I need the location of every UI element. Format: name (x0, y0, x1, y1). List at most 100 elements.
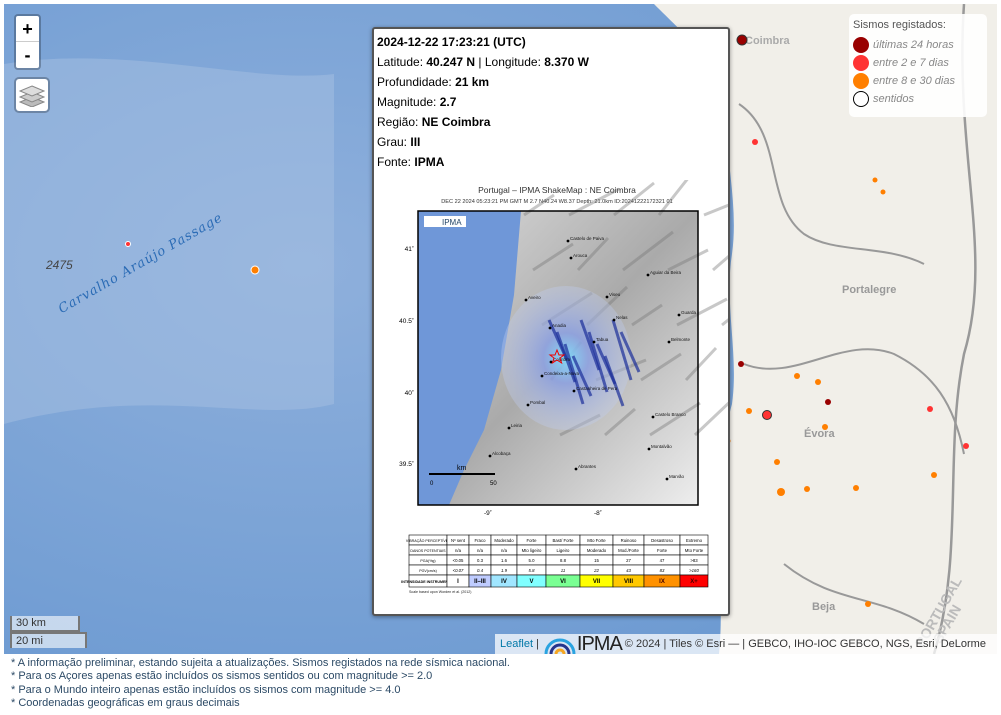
earthquake-marker[interactable] (794, 373, 800, 379)
earthquake-marker[interactable] (927, 406, 933, 412)
earthquake-marker[interactable] (822, 424, 828, 430)
legend-item-24h: últimas 24 horas (853, 36, 983, 54)
city-label: Tabua (596, 337, 609, 342)
relief-ridge (631, 303, 663, 327)
lat-tick-label: 41˚ (405, 245, 414, 253)
lat-tick-label: 40.5˚ (399, 317, 414, 325)
earthquake-marker[interactable] (125, 241, 131, 247)
table-cell-text: 43 (626, 568, 631, 573)
earthquake-marker[interactable] (880, 189, 886, 195)
earthquake-marker[interactable] (762, 410, 772, 420)
earthquake-marker[interactable] (853, 485, 859, 491)
relief-ridge (649, 401, 701, 437)
shakemap-logo: IPMA (442, 218, 462, 227)
note: * Coordenadas geográficas em graus decim… (11, 696, 240, 709)
relief-ridge (613, 181, 655, 217)
legend-circle-icon (853, 91, 869, 107)
layers-button[interactable] (14, 77, 50, 113)
table-cell-text: DANOS POTENTIAIS (410, 549, 446, 553)
intensity-streak (587, 331, 609, 393)
zoom-out-button[interactable]: - (24, 45, 31, 65)
relief-ridge (667, 248, 709, 272)
earthquake-marker[interactable] (752, 139, 758, 145)
city-label-coimbra: Coimbra (745, 35, 790, 47)
table-cell-text: >160 (689, 568, 699, 573)
table-cell-text: 83 (660, 568, 665, 573)
city-label: Arouca (573, 253, 588, 258)
earthquake-marker[interactable] (774, 459, 780, 465)
earthquake-marker[interactable] (738, 361, 744, 367)
city-label: Aguiar da Beira (650, 270, 682, 275)
earthquake-marker[interactable] (825, 399, 831, 405)
earthquake-marker[interactable] (250, 265, 260, 275)
table-cell-text: 5.8 (529, 568, 536, 573)
lon-tick-label: -8˚ (594, 509, 602, 517)
popup-depth: Profundidade: 21 km (377, 75, 490, 89)
relief-ridge (712, 255, 728, 272)
popup-source: Fonte: IPMA (377, 155, 445, 169)
earthquake-marker[interactable] (777, 488, 785, 496)
epicenter-star-icon (548, 348, 566, 365)
attribution: Leaflet | IPMA © 2024 | Tiles © Esri — |… (495, 632, 997, 655)
city-dot (566, 239, 570, 243)
relief-ridge (640, 352, 682, 382)
legend-dot-icon (853, 73, 869, 89)
scale-zero: 0 (430, 481, 434, 487)
city-dot (526, 403, 530, 407)
table-cell-text: VIII (624, 579, 633, 585)
table-cell-text: 11 (561, 568, 566, 573)
city-dot (605, 295, 609, 299)
table-cell (679, 574, 709, 588)
table-cell-text: Moderado (587, 548, 607, 553)
intensity-streak (563, 343, 585, 405)
earthquake-marker[interactable] (872, 177, 878, 183)
city-dot (592, 340, 596, 344)
city-label: Condeixa-a-Nova (544, 371, 580, 376)
earthquake-marker[interactable] (746, 408, 752, 414)
lat-tick-label: 40˚ (405, 389, 414, 397)
popup-grade: Grau: III (377, 135, 421, 149)
layers-icon (19, 85, 45, 107)
relief-ridge (693, 401, 728, 437)
city-label: Castelo Branco (655, 412, 686, 417)
city-label-portalegre: Portalegre (842, 284, 897, 296)
table-cell-text: PGV(cm/s) (419, 569, 437, 573)
earthquake-marker[interactable] (736, 34, 748, 46)
earthquake-marker[interactable] (963, 443, 969, 449)
earthquake-marker[interactable] (931, 472, 937, 478)
note: * Para os Açores apenas estão incluídos … (11, 670, 433, 683)
city-dot (647, 447, 651, 451)
intensity-streak (619, 331, 641, 373)
zoom-in-button[interactable]: + (16, 16, 39, 42)
table-cell-text: 22 (593, 568, 599, 573)
table-cell-text: PGA(%g) (420, 559, 435, 563)
relief-ridge (684, 346, 718, 382)
depth-label: 2475 (46, 258, 73, 272)
ipma-logo-text: IPMA (576, 632, 623, 655)
intensity-streak (555, 331, 577, 383)
shakemap-sea (418, 211, 521, 505)
earthquake-marker[interactable] (815, 379, 821, 385)
intensity-streak (579, 319, 601, 371)
scale-metric: 30 km (10, 616, 80, 632)
footer-notes: * A informação preliminar, estando sujei… (11, 657, 510, 710)
table-cell-text: V (529, 579, 533, 585)
popup-datetime: 2024-12-22 17:23:21 (UTC) (377, 35, 526, 49)
table-cell-text: Extremo (686, 538, 703, 543)
relief-ridge (676, 297, 728, 327)
popup-magnitude: Magnitude: 2.7 (377, 95, 457, 109)
earthquake-marker[interactable] (804, 486, 810, 492)
city-label: Belmonte (671, 337, 691, 342)
city-dot (540, 374, 544, 378)
leaflet-link[interactable]: Leaflet (500, 638, 534, 650)
earthquake-marker[interactable] (865, 601, 871, 607)
table-cell-text: 1.9 (501, 568, 508, 573)
table-cell-text: n/a (501, 548, 508, 553)
relief-ridge (532, 242, 574, 272)
city-dot (574, 467, 578, 471)
table-cell-text: 1.6 (501, 558, 508, 563)
table-cell-text: 5.0 (529, 558, 536, 563)
legend-title: Sismos registados: (853, 19, 946, 31)
intensity-streak (603, 355, 625, 407)
shakemap-image[interactable]: Portugal – IPMA ShakeMap : NE Coimbra DEC… (374, 180, 728, 614)
